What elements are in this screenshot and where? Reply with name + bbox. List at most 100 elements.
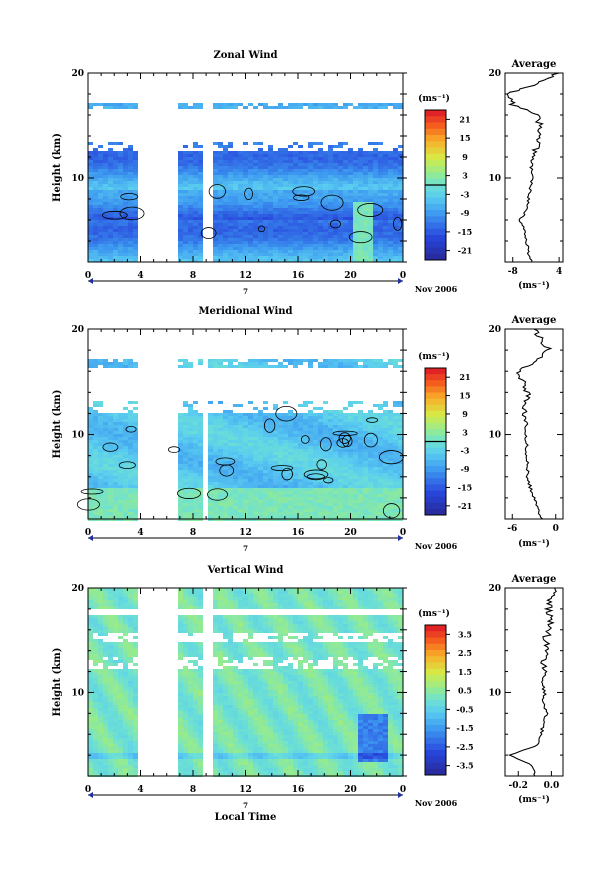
heatmap-cell — [263, 217, 268, 220]
heatmap-cell — [183, 509, 188, 512]
heatmap-cell — [398, 500, 403, 503]
heatmap-cell — [308, 175, 313, 178]
heatmap-cell — [108, 693, 113, 696]
heatmap-cell — [303, 506, 308, 509]
heatmap-cell — [393, 449, 398, 452]
heatmap-cell — [358, 512, 363, 515]
heatmap-cell — [308, 214, 313, 217]
heatmap-cell — [98, 741, 103, 744]
heatmap-cell — [378, 431, 383, 434]
heatmap-cell — [253, 223, 258, 226]
heatmap-cell — [318, 467, 323, 470]
heatmap-cell — [263, 106, 268, 109]
heatmap-cell — [193, 410, 198, 413]
heatmap-cell — [283, 151, 288, 154]
heatmap-cell — [248, 181, 253, 184]
heatmap-cell — [393, 166, 398, 169]
heatmap-cell — [388, 359, 393, 362]
heatmap-cell — [398, 506, 403, 509]
heatmap-cell — [98, 753, 103, 756]
heatmap-cell — [373, 178, 378, 181]
heatmap-cell — [133, 106, 138, 109]
heatmap-cell — [318, 259, 323, 262]
heatmap-cell — [373, 440, 378, 443]
heatmap-cell — [348, 362, 353, 365]
heatmap-cell — [118, 169, 123, 172]
heatmap-cell — [298, 512, 303, 515]
heatmap-cell — [88, 464, 93, 467]
heatmap-cell — [293, 476, 298, 479]
heatmap-cell — [98, 196, 103, 199]
heatmap-cell — [303, 163, 308, 166]
heatmap-cell — [193, 512, 198, 515]
heatmap-cell — [388, 208, 393, 211]
heatmap-cell — [323, 416, 328, 419]
heatmap-cell — [318, 413, 323, 416]
heatmap-cell — [208, 437, 213, 440]
heatmap-cell — [103, 217, 108, 220]
heatmap-cell — [243, 416, 248, 419]
heatmap-cell — [388, 187, 393, 190]
heatmap-cell — [358, 410, 363, 413]
heatmap-cell — [388, 151, 393, 154]
heatmap-cell — [308, 193, 313, 196]
heatmap-cell — [278, 199, 283, 202]
heatmap-cell — [323, 458, 328, 461]
heatmap-cell — [98, 497, 103, 500]
heatmap-cell — [283, 247, 288, 250]
heatmap-cell — [343, 476, 348, 479]
heatmap-cell — [398, 220, 403, 223]
heatmap-cell — [103, 488, 108, 491]
heatmap-cell — [118, 591, 123, 594]
heatmap-cell — [378, 190, 383, 193]
heatmap-cell — [378, 196, 383, 199]
heatmap-cell — [93, 241, 98, 244]
heatmap-cell — [228, 425, 233, 428]
heatmap-cell — [128, 359, 133, 362]
heatmap-cell — [338, 160, 343, 163]
heatmap-cell — [298, 103, 303, 106]
heatmap-cell — [333, 154, 338, 157]
heatmap-cell — [198, 214, 203, 217]
heatmap-cell — [228, 157, 233, 160]
heatmap-cell — [243, 464, 248, 467]
heatmap-cell — [248, 208, 253, 211]
heatmap-cell — [348, 485, 353, 488]
heatmap-cell — [223, 494, 228, 497]
heatmap-cell — [88, 359, 93, 362]
heatmap-cell — [88, 259, 93, 262]
heatmap-cell — [98, 223, 103, 226]
heatmap-cell — [253, 491, 258, 494]
heatmap-cell — [103, 178, 108, 181]
heatmap-cell — [383, 461, 388, 464]
heatmap-cell — [298, 455, 303, 458]
heatmap-cell — [213, 103, 218, 106]
heatmap-cell — [398, 145, 403, 148]
heatmap-cell — [388, 247, 393, 250]
heatmap-cell — [223, 452, 228, 455]
heatmap-cell — [123, 256, 128, 259]
heatmap-cell — [298, 452, 303, 455]
heatmap-cell — [188, 485, 193, 488]
heatmap-cell — [263, 419, 268, 422]
heatmap-cell — [348, 208, 353, 211]
heatmap-cell — [333, 199, 338, 202]
heatmap-cell — [123, 238, 128, 241]
heatmap-cell — [103, 630, 108, 633]
heatmap-cell — [213, 479, 218, 482]
heatmap-cell — [103, 446, 108, 449]
heatmap-cell — [313, 419, 318, 422]
heatmap-cell — [383, 247, 388, 250]
heatmap-cell — [248, 422, 253, 425]
colorbar-swatch — [425, 191, 446, 198]
heatmap-cell — [118, 247, 123, 250]
heatmap-cell — [133, 497, 138, 500]
heatmap-cell — [113, 506, 118, 509]
heatmap-cell — [388, 169, 393, 172]
heatmap-cell — [233, 500, 238, 503]
heatmap-cell — [248, 479, 253, 482]
heatmap-cell — [103, 765, 108, 768]
heatmap-cell — [363, 250, 368, 253]
heatmap-cell — [193, 190, 198, 193]
heatmap-cell — [333, 458, 338, 461]
